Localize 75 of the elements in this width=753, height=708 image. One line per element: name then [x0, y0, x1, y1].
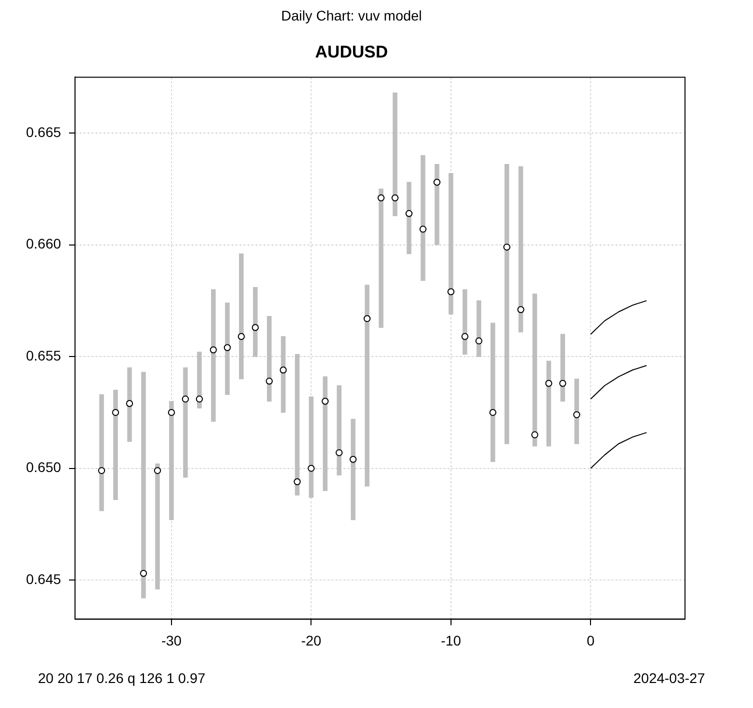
y-tick-label: 0.645: [26, 570, 62, 587]
bar: [546, 360, 552, 446]
point: [154, 467, 161, 474]
point: [461, 332, 468, 340]
point: [517, 306, 524, 314]
bar: [211, 289, 216, 422]
bar: [155, 464, 160, 590]
bar: [238, 253, 244, 380]
y-tick-label: 0.665: [26, 124, 62, 140]
y-tick-label: 0.660: [26, 236, 62, 252]
bar: [294, 354, 300, 496]
bar: [308, 396, 314, 498]
point: [433, 178, 440, 186]
point: [545, 380, 552, 387]
x-tick-label: -10: [440, 632, 462, 648]
bar: [113, 390, 118, 500]
point: [168, 408, 175, 416]
bar: [504, 164, 510, 444]
point: [196, 396, 203, 403]
bar: [518, 166, 524, 332]
bar: [420, 155, 426, 281]
point: [406, 210, 413, 218]
bar: [336, 385, 342, 476]
point: [573, 411, 580, 418]
point: [140, 570, 148, 577]
point: [447, 288, 454, 296]
point: [308, 464, 315, 472]
point: [392, 194, 399, 202]
point: [378, 194, 385, 202]
point: [322, 398, 329, 405]
bar: [322, 376, 328, 492]
bar: [127, 367, 132, 442]
point: [126, 400, 134, 408]
bar: [378, 188, 384, 328]
point: [266, 378, 273, 385]
point: [559, 380, 566, 387]
y-tick-label: 0.650: [26, 459, 62, 476]
bar: [448, 172, 454, 314]
bar: [169, 400, 174, 520]
bar: [490, 322, 496, 462]
y-tick-label: 0.655: [26, 347, 62, 364]
point: [336, 449, 343, 456]
x-tick-label: 0: [586, 632, 595, 648]
point: [182, 396, 189, 403]
chart-subtitle: AUDUSD: [315, 42, 388, 62]
bar: [364, 284, 370, 487]
bar: [406, 182, 412, 254]
point: [350, 456, 357, 463]
bar: [141, 372, 146, 598]
chart-title: Daily Chart: vuv model: [281, 7, 422, 24]
point: [252, 324, 259, 332]
bar: [392, 92, 398, 216]
point: [280, 366, 287, 374]
bar: [350, 418, 356, 520]
text: 2024-03-27: [633, 670, 705, 686]
point: [475, 337, 482, 344]
point: [503, 244, 510, 251]
point: [238, 332, 245, 340]
x-tick-label: -20: [301, 632, 322, 648]
text: 20 20 17 0.26 q 126 1 0.97: [38, 670, 206, 686]
bar: [183, 367, 188, 478]
point: [112, 408, 120, 416]
point: [210, 346, 217, 354]
point: [419, 226, 426, 233]
bar: [532, 294, 538, 446]
point: [489, 408, 496, 416]
x-tick-label: -30: [161, 632, 182, 648]
bar: [99, 394, 104, 512]
point: [224, 344, 231, 352]
point: [364, 315, 371, 322]
bar: [434, 164, 440, 246]
point: [294, 478, 301, 486]
bar: [225, 302, 230, 395]
point: [531, 431, 538, 438]
point: [98, 467, 106, 474]
